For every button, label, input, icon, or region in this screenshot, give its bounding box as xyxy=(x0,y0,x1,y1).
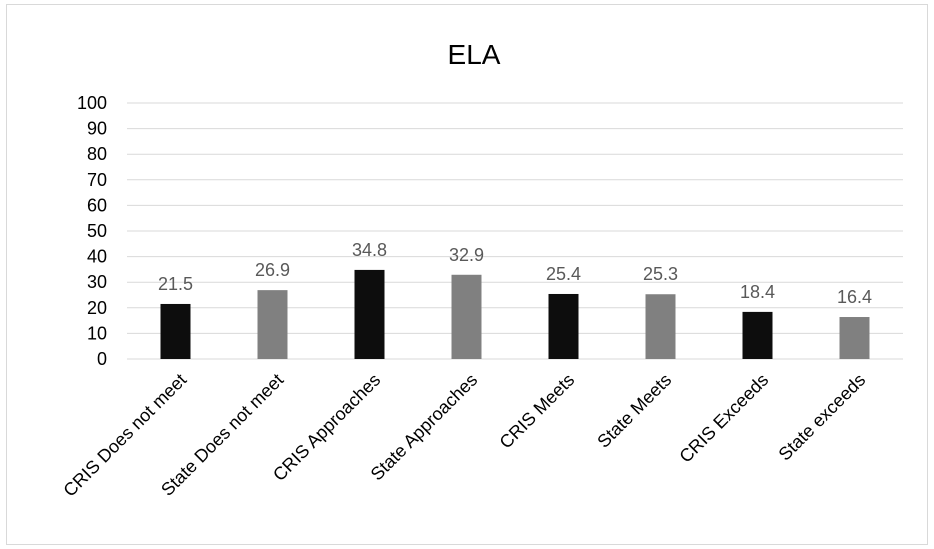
bar-5 xyxy=(645,294,676,359)
y-tick-label: 40 xyxy=(87,247,107,267)
data-labels: 21.5 26.9 34.8 32.9 25.4 25.3 18.4 16.4 xyxy=(158,240,872,307)
y-tick-label: 50 xyxy=(87,221,107,241)
category-label: State exceeds xyxy=(775,370,870,465)
data-label: 25.4 xyxy=(546,264,581,284)
bar-4 xyxy=(548,293,579,359)
y-tick-label: 80 xyxy=(87,144,107,164)
data-label: 26.9 xyxy=(255,260,290,280)
y-axis-ticks: 0 10 20 30 40 50 60 70 80 90 100 xyxy=(77,93,107,369)
y-tick-label: 60 xyxy=(87,195,107,215)
chart-title: ELA xyxy=(448,39,501,70)
data-label: 21.5 xyxy=(158,274,193,294)
data-label: 34.8 xyxy=(352,240,387,260)
bars xyxy=(160,269,870,359)
gridlines xyxy=(127,102,903,360)
y-tick-label: 10 xyxy=(87,323,107,343)
bar-2 xyxy=(354,269,385,359)
y-tick-label: 70 xyxy=(87,170,107,190)
y-tick-label: 0 xyxy=(97,349,107,369)
bar-3 xyxy=(451,274,482,359)
y-tick-label: 100 xyxy=(77,93,107,113)
category-label: State Meets xyxy=(593,370,675,452)
ela-bar-chart: ELA 0 10 20 30 40 50 60 70 80 90 100 21.5 26.9 34.8 3… xyxy=(59,39,903,501)
data-label: 16.4 xyxy=(837,287,872,307)
bar-7 xyxy=(839,317,870,359)
chart-frame: ELA 0 10 20 30 40 50 60 70 80 90 100 21.5 26.9 34.8 3… xyxy=(6,4,928,545)
data-label: 18.4 xyxy=(740,282,775,302)
bar-0 xyxy=(160,303,191,359)
category-label: State Approaches xyxy=(367,370,482,485)
y-tick-label: 90 xyxy=(87,119,107,139)
category-label: CRIS Approaches xyxy=(269,370,384,485)
bar-6 xyxy=(742,311,773,359)
data-label: 25.3 xyxy=(643,264,678,284)
category-label: CRIS Meets xyxy=(496,370,579,453)
data-label: 32.9 xyxy=(449,245,484,265)
y-tick-label: 20 xyxy=(87,298,107,318)
category-label: CRIS Exceeds xyxy=(675,370,772,467)
y-tick-label: 30 xyxy=(87,272,107,292)
bar-1 xyxy=(257,290,288,359)
